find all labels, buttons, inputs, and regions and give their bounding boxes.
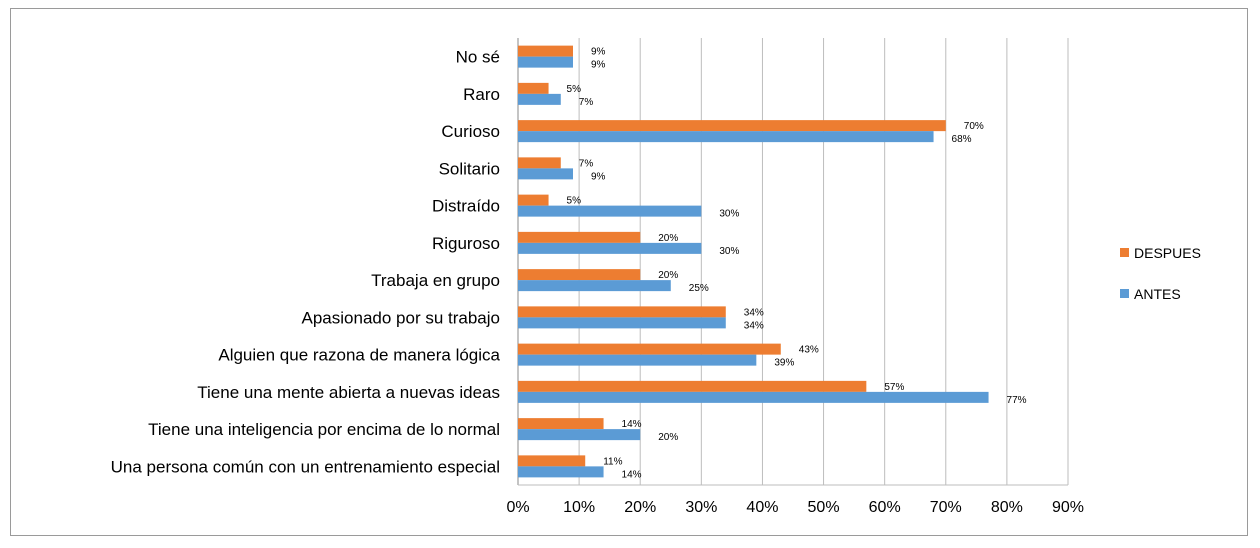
bar-despues (518, 157, 561, 169)
legend-swatch-despues (1120, 248, 1129, 257)
bars (518, 45, 989, 478)
data-label: 34% (744, 307, 764, 318)
data-label: 9% (591, 171, 606, 182)
bar-despues (518, 343, 781, 355)
data-label: 70% (964, 121, 984, 132)
category-label: Alguien que razona de manera lógica (218, 346, 500, 365)
legend-label: ANTES (1134, 286, 1181, 302)
bar-antes (518, 466, 604, 478)
bar-despues (518, 455, 586, 467)
bar-despues (518, 194, 549, 206)
bar-antes (518, 131, 934, 143)
data-label: 77% (1007, 395, 1027, 406)
data-label: 9% (591, 47, 606, 58)
category-label: Tiene una mente abierta a nuevas ideas (197, 383, 500, 402)
legend: DESPUES ANTES (1120, 245, 1201, 302)
category-label: No sé (456, 48, 500, 67)
data-label: 7% (579, 97, 594, 108)
category-label: Tiene una inteligencia por encima de lo … (148, 420, 500, 439)
bar-antes (518, 317, 726, 329)
bar-despues (518, 380, 867, 392)
category-label: Distraído (432, 197, 500, 216)
bar-antes (518, 391, 989, 403)
category-label: Curioso (441, 122, 500, 141)
x-tick-label: 90% (1052, 499, 1084, 516)
bar-despues (518, 82, 549, 94)
bar-despues (518, 269, 641, 281)
bar-antes (518, 280, 671, 292)
data-label: 20% (658, 432, 678, 443)
data-labels: 9% 9% 5% 7% 70% 68% 7% 9% 5% 30% 20% 30% 20% 25% 34% 34… (567, 47, 1027, 481)
bar-antes (518, 429, 641, 441)
data-label: 7% (579, 158, 594, 169)
gridlines (517, 38, 1069, 486)
category-label: Raro (463, 85, 500, 104)
category-label: Una persona común con un entrenamiento e… (111, 457, 500, 476)
bar-despues (518, 231, 641, 243)
x-tick-label: 0% (506, 499, 529, 516)
category-label: Solitario (439, 159, 500, 178)
x-tick-label: 70% (930, 499, 962, 516)
bar-despues (518, 45, 573, 57)
category-labels: No sé Raro Curioso Solitario Distraído Riguro… (111, 48, 501, 477)
data-label: 20% (658, 270, 678, 281)
data-label: 25% (689, 283, 709, 294)
data-label: 20% (658, 233, 678, 244)
category-label: Riguroso (432, 234, 500, 253)
bar-antes (518, 205, 702, 217)
x-tick-label: 50% (808, 499, 840, 516)
data-label: 9% (591, 60, 606, 71)
legend-swatch-antes (1120, 289, 1129, 298)
data-label: 43% (799, 345, 819, 356)
data-label: 5% (567, 196, 582, 207)
x-tick-label: 20% (624, 499, 656, 516)
data-label: 30% (719, 246, 739, 257)
category-label: Apasionado por su trabajo (302, 308, 500, 327)
data-label: 11% (603, 456, 622, 467)
bar-antes (518, 56, 573, 68)
data-label: 34% (744, 320, 764, 331)
bar-antes (518, 242, 702, 254)
x-tick-label: 40% (746, 499, 778, 516)
data-label: 14% (622, 419, 642, 430)
bar-despues (518, 120, 946, 132)
bar-despues (518, 306, 726, 318)
x-tick-label: 80% (991, 499, 1023, 516)
x-tick-label: 30% (685, 499, 717, 516)
x-tick-label: 60% (869, 499, 901, 516)
legend-label: DESPUES (1134, 245, 1201, 261)
data-label: 68% (952, 134, 972, 145)
data-label: 14% (622, 469, 642, 480)
bar-antes (518, 93, 561, 105)
data-label: 30% (719, 209, 739, 220)
x-tick-label: 10% (563, 499, 595, 516)
bar-despues (518, 418, 604, 430)
bar-antes (518, 354, 757, 366)
category-label: Trabaja en grupo (371, 271, 500, 290)
data-label: 39% (774, 358, 794, 369)
bar-antes (518, 168, 573, 180)
x-tick-labels: 0% 10% 20% 30% 40% 50% 60% 70% 80% 90% (506, 499, 1084, 516)
data-label: 57% (884, 382, 904, 393)
data-label: 5% (567, 84, 582, 95)
